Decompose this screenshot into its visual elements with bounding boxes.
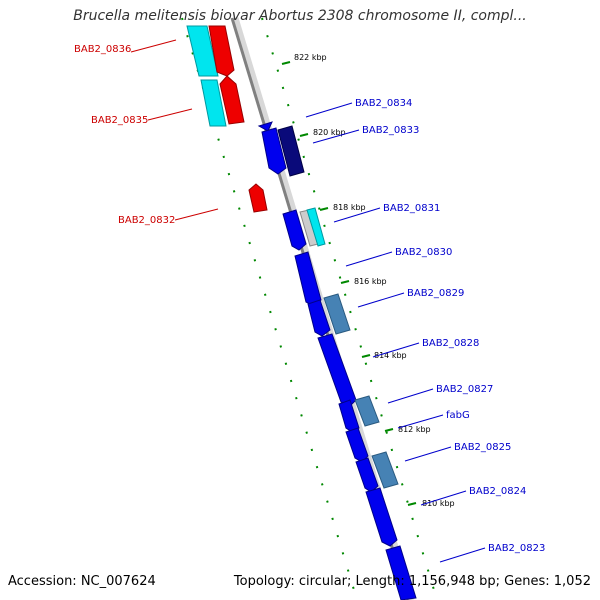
gene-bab2-0833-b[interactable] bbox=[277, 125, 305, 177]
gene-label-bab2-0827[interactable]: BAB2_0827 bbox=[387, 384, 493, 404]
svg-text:BAB2_0823: BAB2_0823 bbox=[488, 543, 545, 554]
gene-label-bab2-0834[interactable]: BAB2_0834 bbox=[305, 98, 412, 118]
gene-bab2-0834[interactable] bbox=[257, 121, 273, 132]
svg-text:BAB2_0830: BAB2_0830 bbox=[395, 247, 452, 258]
kbp-marker: 810 kbp bbox=[407, 499, 455, 508]
svg-text:BAB2_0829: BAB2_0829 bbox=[407, 288, 464, 299]
kbp-label-812: 812 kbp bbox=[398, 425, 431, 434]
kbp-marker: 820 kbp bbox=[299, 128, 346, 137]
gene-label-bab2-0836[interactable]: BAB2_0836 bbox=[74, 39, 177, 55]
svg-text:BAB2_0833: BAB2_0833 bbox=[362, 125, 419, 136]
gene-bab2-0833-a[interactable] bbox=[261, 127, 287, 175]
gene-label-bab2-0824[interactable]: BAB2_0824 bbox=[420, 486, 526, 506]
svg-text:BAB2_0835: BAB2_0835 bbox=[91, 115, 148, 126]
kbp-label-818: 818 kbp bbox=[333, 203, 366, 212]
kbp-marker: 812 kbp bbox=[384, 425, 431, 434]
kbp-label-814: 814 kbp bbox=[374, 351, 407, 360]
svg-text:BAB2_0831: BAB2_0831 bbox=[383, 203, 440, 214]
svg-text:BAB2_0825: BAB2_0825 bbox=[454, 442, 511, 453]
gene-label-bab2-0831[interactable]: BAB2_0831 bbox=[333, 203, 440, 223]
gene-bab2-0832[interactable] bbox=[248, 183, 268, 213]
kbp-label-822: 822 kbp bbox=[294, 53, 327, 62]
gene-label-bab2-0829[interactable]: BAB2_0829 bbox=[357, 288, 464, 308]
gene-label-bab2-0830[interactable]: BAB2_0830 bbox=[345, 247, 452, 267]
kbp-marker: 818 kbp bbox=[319, 203, 366, 212]
gene-label-bab2-0825[interactable]: BAB2_0825 bbox=[404, 442, 511, 462]
gene-label-bab2-0833[interactable]: BAB2_0833 bbox=[312, 125, 419, 144]
gene-label-bab2-0832[interactable]: BAB2_0832 bbox=[118, 208, 219, 226]
svg-text:BAB2_0834: BAB2_0834 bbox=[355, 98, 412, 109]
svg-text:BAB2_0832: BAB2_0832 bbox=[118, 215, 175, 226]
gene-label-bab2-0828[interactable]: BAB2_0828 bbox=[372, 338, 479, 358]
gene-bab2-0823[interactable] bbox=[385, 545, 417, 600]
gene-bab2-0825-a[interactable] bbox=[355, 457, 379, 493]
accession-text: Accession: NC_007624 bbox=[8, 574, 156, 589]
gene-bab2-0836-cyan[interactable] bbox=[186, 25, 219, 77]
gene-bab2-0831-a[interactable] bbox=[282, 209, 307, 251]
gene-bab2-0829-a[interactable] bbox=[307, 299, 331, 337]
kbp-marker: 822 kbp bbox=[281, 53, 327, 65]
gene-bab2-0827-b[interactable] bbox=[354, 395, 380, 427]
kbp-marker: 816 kbp bbox=[340, 277, 387, 286]
gene-bab2-0829-b[interactable] bbox=[323, 293, 351, 335]
gene-bab2-0836-red[interactable] bbox=[208, 25, 235, 77]
svg-text:fabG: fabG bbox=[446, 410, 470, 421]
kbp-marker: 814 kbp bbox=[361, 351, 407, 360]
gene-bab2-0835-red[interactable] bbox=[219, 75, 245, 125]
kbp-label-820: 820 kbp bbox=[313, 128, 346, 137]
svg-text:BAB2_0827: BAB2_0827 bbox=[436, 384, 493, 395]
svg-text:BAB2_0824: BAB2_0824 bbox=[469, 486, 526, 497]
svg-text:BAB2_0828: BAB2_0828 bbox=[422, 338, 479, 349]
topology-text: Topology: circular; Length: 1,156,948 bp… bbox=[233, 574, 591, 589]
map-title: Brucella melitensis biovar Abortus 2308 … bbox=[73, 8, 527, 24]
kbp-label-810: 810 kbp bbox=[422, 499, 455, 508]
gene-bab2-0835-cyan[interactable] bbox=[200, 79, 227, 127]
gene-bab2-0824[interactable] bbox=[365, 487, 398, 547]
gene-label-bab2-0835[interactable]: BAB2_0835 bbox=[91, 108, 193, 126]
gene-bab2-0828[interactable] bbox=[317, 333, 357, 407]
svg-text:BAB2_0836: BAB2_0836 bbox=[74, 44, 131, 55]
gene-bab2-0831-cyan[interactable] bbox=[306, 207, 326, 247]
kbp-label-816: 816 kbp bbox=[354, 277, 387, 286]
gene-bab2-0825-b[interactable] bbox=[371, 451, 399, 489]
gene-label-fabg[interactable]: fabG bbox=[397, 410, 470, 429]
gene-label-bab2-0823[interactable]: BAB2_0823 bbox=[439, 543, 545, 563]
